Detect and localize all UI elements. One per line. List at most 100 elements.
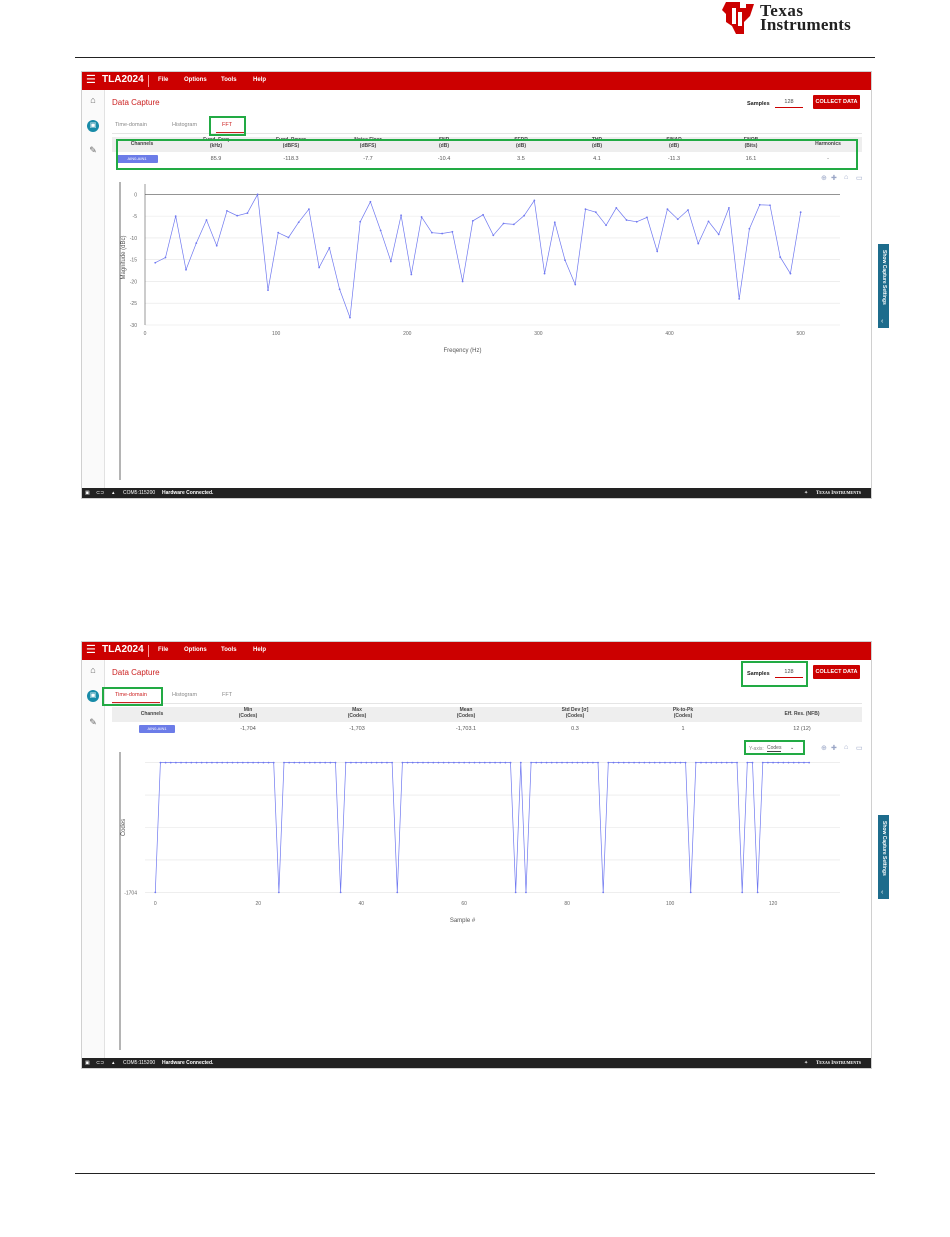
data-point: [216, 761, 218, 764]
link-icon[interactable]: ⊂⊃: [96, 490, 105, 496]
reset-home-icon[interactable]: ⌂: [844, 744, 849, 751]
y-tick-label: -25: [130, 301, 137, 307]
menu-tools[interactable]: Tools: [221, 77, 237, 83]
menu-help[interactable]: Help: [253, 647, 267, 653]
camera-icon[interactable]: ▭: [856, 175, 863, 182]
status-ti-logo-icon: ✦: [804, 490, 809, 496]
zoom-icon[interactable]: ⊕: [821, 745, 827, 752]
data-point: [643, 761, 646, 764]
show-capture-settings-tab[interactable]: Show Capture Settings ‹: [878, 815, 889, 899]
menu-tools[interactable]: Tools: [221, 647, 237, 653]
hamburger-menu-icon[interactable]: ☰: [86, 644, 96, 656]
data-point: [525, 891, 527, 894]
col-mean: Mean (Codes): [456, 707, 476, 719]
data-point: [689, 891, 692, 894]
data-point: [338, 288, 341, 291]
data-point: [267, 289, 269, 292]
data-point: [648, 761, 651, 764]
data-point: [597, 761, 599, 764]
data-point: [349, 316, 351, 319]
x-tick-label: 500: [796, 331, 805, 337]
data-point: [736, 761, 738, 764]
data-point: [303, 761, 306, 764]
y-axis-title: Codes: [121, 819, 127, 836]
tab-fft[interactable]: FFT: [222, 692, 233, 698]
x-tick-label: 80: [564, 901, 570, 907]
active-tab-indicator: [112, 702, 160, 703]
data-point: [375, 761, 378, 764]
data-point: [154, 261, 157, 264]
data-point: [738, 297, 741, 300]
menu-file[interactable]: File: [158, 647, 169, 653]
data-point: [574, 283, 577, 286]
data-point: [431, 231, 433, 234]
x-tick-label: 0: [154, 901, 157, 907]
menu-help[interactable]: Help: [253, 77, 267, 83]
data-point: [159, 761, 162, 764]
tab-time-domain[interactable]: Time-domain: [115, 692, 147, 698]
data-point: [581, 761, 584, 764]
x-tick-label: 100: [666, 901, 675, 907]
collect-data-button[interactable]: COLLECT DATA: [813, 665, 860, 679]
menu-options[interactable]: Options: [184, 77, 207, 83]
data-point: [499, 761, 502, 764]
data-point: [769, 204, 771, 207]
tab-fft[interactable]: FFT: [222, 122, 233, 128]
data-point: [277, 231, 280, 234]
home-icon[interactable]: ⌂: [90, 95, 96, 105]
caret-up-icon[interactable]: ▴: [112, 490, 115, 496]
data-point: [195, 761, 198, 764]
chip-icon: ▣: [85, 490, 90, 496]
app-bar: ☰ TLA2024 File Options Tools Help: [82, 642, 871, 660]
pan-icon[interactable]: ✚: [831, 175, 837, 182]
tab-histogram[interactable]: Histogram: [172, 692, 198, 698]
col-max: Max (Codes): [347, 707, 367, 719]
channel-chip[interactable]: AIN0-AIN1: [139, 725, 175, 733]
data-point: [586, 761, 589, 764]
data-point: [483, 761, 486, 764]
data-point: [799, 211, 802, 214]
data-point: [638, 761, 641, 764]
data-point: [461, 280, 464, 283]
data-point: [379, 229, 382, 232]
tab-histogram[interactable]: Histogram: [172, 122, 198, 128]
caret-up-icon[interactable]: ▴: [112, 1060, 115, 1066]
pan-icon[interactable]: ✚: [831, 745, 837, 752]
data-point: [707, 220, 710, 223]
show-capture-settings-tab[interactable]: Show Capture Settings ‹: [878, 244, 889, 328]
x-axis-title: Freqency (Hz): [443, 348, 481, 354]
capture-icon[interactable]: ▣: [87, 120, 99, 132]
data-point: [635, 220, 638, 223]
chevron-down-icon[interactable]: ⌄: [790, 745, 795, 751]
samples-input[interactable]: 128: [775, 668, 803, 678]
data-point: [715, 761, 718, 764]
fft-chart: 0 -5 -10 -15 -20 -25 -30 0 100 200 300 400 500 Freqen…: [119, 182, 840, 480]
data-point: [756, 891, 759, 894]
col-std-dev: Std Dev [σ] (Codes): [561, 707, 589, 719]
hamburger-menu-icon[interactable]: ☰: [86, 74, 96, 86]
data-point: [605, 224, 607, 227]
camera-icon[interactable]: ▭: [856, 745, 863, 752]
collect-data-button[interactable]: COLLECT DATA: [813, 95, 860, 109]
capture-icon[interactable]: ▣: [87, 690, 99, 702]
menu-file[interactable]: File: [158, 77, 169, 83]
data-point: [656, 250, 659, 253]
data-point: [468, 761, 471, 764]
samples-input[interactable]: 128: [775, 98, 803, 108]
data-point: [169, 761, 172, 764]
channel-chip[interactable]: AIN0-AIN1: [116, 155, 158, 163]
tab-time-domain[interactable]: Time-domain: [115, 122, 147, 128]
data-point: [746, 761, 749, 764]
tab-bar: Time-domain Histogram FFT: [112, 689, 862, 704]
pencil-icon[interactable]: ✎: [89, 145, 97, 155]
data-point: [451, 230, 454, 233]
menu-options[interactable]: Options: [184, 647, 207, 653]
data-point: [442, 761, 445, 764]
home-icon[interactable]: ⌂: [90, 665, 96, 675]
link-icon[interactable]: ⊂⊃: [96, 1060, 105, 1066]
zoom-icon[interactable]: ⊕: [821, 175, 827, 182]
y-axis-select[interactable]: Codes: [767, 745, 782, 752]
pencil-icon[interactable]: ✎: [89, 717, 97, 727]
data-point: [211, 761, 213, 764]
reset-home-icon[interactable]: ⌂: [844, 174, 849, 181]
